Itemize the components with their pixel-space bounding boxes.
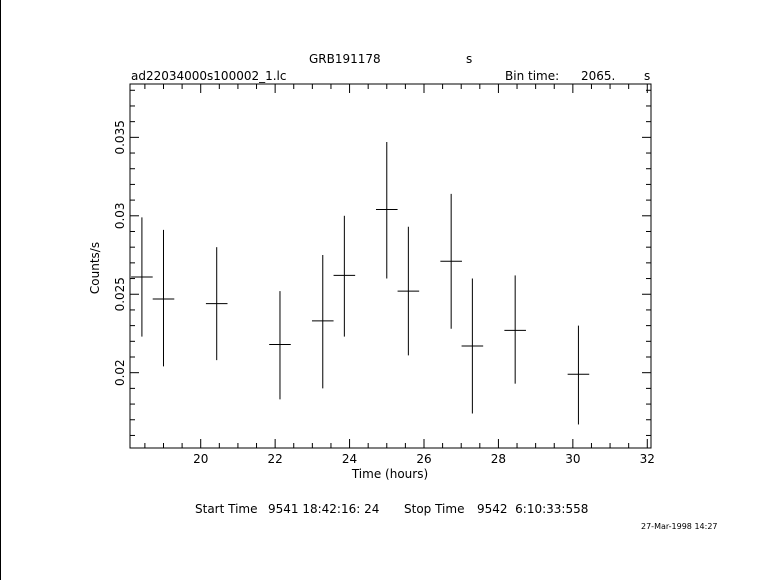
- start-time-value: 9541 18:42:16: 24: [268, 502, 380, 516]
- data-point: [397, 226, 420, 356]
- x-tick-label: 22: [267, 452, 282, 466]
- x-tick-label: 24: [342, 452, 357, 466]
- x-tick-label: 32: [640, 452, 655, 466]
- y-tick-label: 0.025: [113, 277, 127, 311]
- data-point: [504, 275, 526, 384]
- axis-tick-labels: 20 22 24 26 28 30 32 0.02 0.025 0.03 0.035: [113, 120, 655, 466]
- data-point: [440, 193, 462, 329]
- x-tick-label: 26: [416, 452, 431, 466]
- bin-time-label: Bin time:: [505, 69, 560, 83]
- plot-timestamp: 27-Mar-1998 14:27: [641, 522, 718, 531]
- data-point: [152, 229, 175, 367]
- data-point: [131, 217, 153, 337]
- data-point: [205, 247, 228, 361]
- x-tick-label: 30: [565, 452, 580, 466]
- y-tick-label: 0.02: [113, 359, 127, 386]
- window-left-border: [0, 0, 1, 580]
- data-point: [269, 291, 291, 400]
- y-tick-label: 0.03: [113, 202, 127, 229]
- file-name: ad22034000s100002_1.lc: [131, 69, 287, 83]
- data-point: [375, 142, 398, 279]
- start-time-label: Start Time: [195, 502, 258, 516]
- y-axis-label: Counts/s: [88, 242, 102, 294]
- stop-time-label: Stop Time: [404, 502, 465, 516]
- data-point: [461, 278, 484, 414]
- x-axis-label: Time (hours): [351, 467, 428, 481]
- object-name: GRB191178: [309, 52, 381, 66]
- bin-time-unit: s: [644, 69, 651, 83]
- data-point: [333, 215, 356, 337]
- x-tick-label: 20: [193, 452, 208, 466]
- bin-time-value: 2065.: [581, 69, 616, 83]
- data-point: [311, 255, 334, 389]
- axis-ticks: [130, 84, 651, 448]
- stop-time-value: 9542 6:10:33:558: [477, 502, 589, 516]
- data-point: [567, 325, 590, 425]
- object-unit: s: [466, 52, 473, 66]
- x-tick-label: 28: [491, 452, 506, 466]
- plot-frame: [129, 83, 652, 449]
- y-tick-label: 0.035: [113, 120, 127, 154]
- data-points: [131, 142, 590, 425]
